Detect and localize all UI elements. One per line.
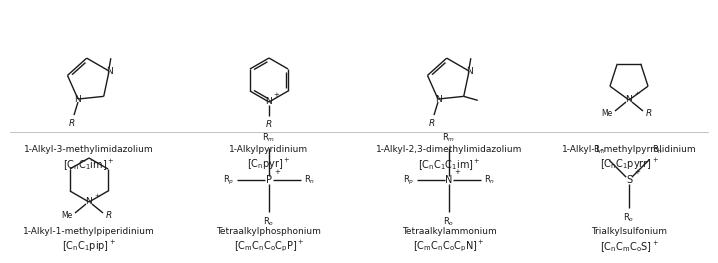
Text: $[\mathrm{C_npyr}]^+$: $[\mathrm{C_npyr}]^+$ — [247, 157, 291, 172]
Text: 1-Alkyl-1-methylpyrrolidinium: 1-Alkyl-1-methylpyrrolidinium — [561, 145, 696, 154]
Text: $[\mathrm{C_mC_nC_oC_pN}]^+$: $[\mathrm{C_mC_nC_oC_pN}]^+$ — [414, 239, 485, 255]
Text: R$_n$: R$_n$ — [484, 174, 495, 186]
Text: R$_m$: R$_m$ — [442, 132, 456, 144]
Text: N: N — [466, 67, 472, 75]
Text: $[\mathrm{C_nC_1im}]^+$: $[\mathrm{C_nC_1im}]^+$ — [63, 157, 115, 172]
Text: $[\mathrm{C_nC_1pyrr}]^+$: $[\mathrm{C_nC_1pyrr}]^+$ — [600, 157, 658, 172]
Text: N: N — [106, 67, 113, 75]
Text: R$_p$: R$_p$ — [223, 174, 234, 186]
Text: $[\mathrm{C_nC_1pip}]^+$: $[\mathrm{C_nC_1pip}]^+$ — [62, 239, 116, 254]
Text: Trialkylsulfonium: Trialkylsulfonium — [591, 227, 667, 236]
Text: R$_n$: R$_n$ — [652, 144, 663, 156]
Text: R: R — [646, 109, 652, 118]
Text: Tetraalkylammonium: Tetraalkylammonium — [401, 227, 496, 236]
Text: N: N — [75, 95, 81, 104]
Text: R$_o$: R$_o$ — [264, 216, 274, 229]
Text: N: N — [266, 98, 272, 107]
Text: N: N — [434, 95, 442, 104]
Text: $[\mathrm{C_nC_mC_oS}]^+$: $[\mathrm{C_nC_mC_oS}]^+$ — [600, 239, 658, 254]
Text: R: R — [429, 119, 435, 128]
Text: +: + — [634, 169, 640, 175]
Text: 1-Alkyl-1-methylpiperidinium: 1-Alkyl-1-methylpiperidinium — [23, 227, 155, 236]
Text: +: + — [94, 193, 99, 198]
Text: 1-Alkyl-3-methylimidazolium: 1-Alkyl-3-methylimidazolium — [24, 145, 154, 154]
Text: N: N — [85, 198, 93, 206]
Text: S: S — [626, 175, 632, 185]
Text: +: + — [273, 92, 279, 98]
Text: 1-Alkyl-2,3-dimethylimidazolium: 1-Alkyl-2,3-dimethylimidazolium — [376, 145, 522, 154]
Text: R: R — [106, 210, 112, 220]
Text: $[\mathrm{C_mC_nC_oC_pP}]^+$: $[\mathrm{C_mC_nC_oC_pP}]^+$ — [234, 239, 304, 255]
Text: P: P — [266, 175, 272, 185]
Text: R$_m$: R$_m$ — [593, 144, 606, 156]
Text: R$_n$: R$_n$ — [304, 174, 315, 186]
Text: N: N — [445, 175, 452, 185]
Text: +: + — [634, 91, 639, 96]
Text: +: + — [454, 169, 460, 175]
Text: R$_m$: R$_m$ — [262, 132, 276, 144]
Text: +: + — [274, 169, 280, 175]
Text: R$_p$: R$_p$ — [403, 174, 414, 186]
Text: R: R — [69, 119, 75, 128]
Text: Me: Me — [602, 109, 613, 118]
Text: N: N — [625, 95, 633, 104]
Text: R: R — [266, 120, 272, 129]
Text: 1-Alkylpyridinium: 1-Alkylpyridinium — [230, 145, 309, 154]
Text: R$_o$: R$_o$ — [444, 216, 454, 229]
Text: $[\mathrm{C_nC_1C_1im}]^+$: $[\mathrm{C_nC_1C_1im}]^+$ — [418, 157, 480, 172]
Text: R$_o$: R$_o$ — [623, 212, 635, 225]
Text: Me: Me — [61, 210, 72, 220]
Text: Tetraalkylphosphonium: Tetraalkylphosphonium — [217, 227, 322, 236]
